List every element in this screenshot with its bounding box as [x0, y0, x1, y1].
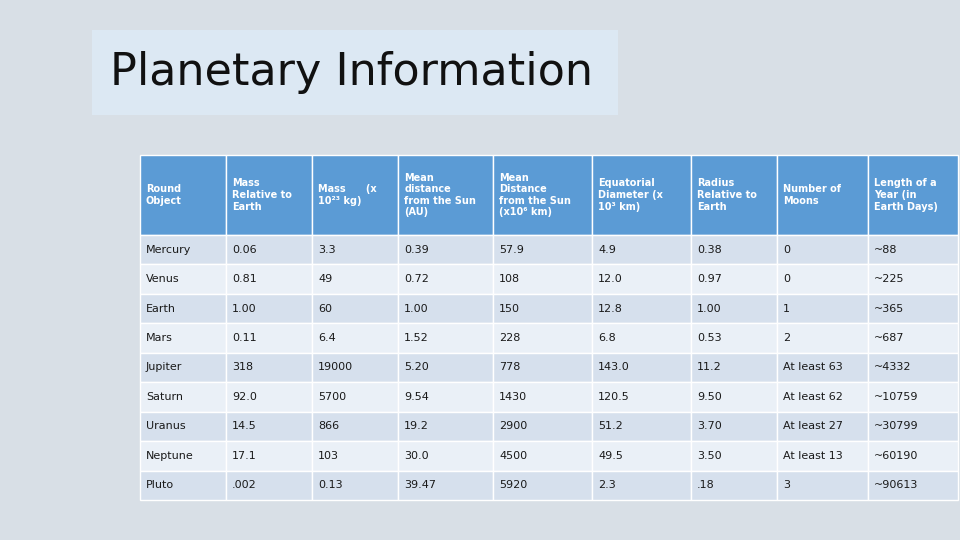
Text: 5.20: 5.20 [404, 362, 429, 373]
Text: 19000: 19000 [318, 362, 353, 373]
Text: 1.00: 1.00 [404, 303, 429, 314]
Text: Equatorial
Diameter (x
10³ km): Equatorial Diameter (x 10³ km) [598, 178, 663, 212]
Text: 19.2: 19.2 [404, 421, 429, 431]
Text: 14.5: 14.5 [232, 421, 257, 431]
Text: Venus: Venus [146, 274, 180, 284]
Text: ~10759: ~10759 [874, 392, 918, 402]
Text: 1.00: 1.00 [697, 303, 722, 314]
Text: 3.70: 3.70 [697, 421, 722, 431]
Text: 39.47: 39.47 [404, 480, 436, 490]
Text: 0.06: 0.06 [232, 245, 256, 255]
Text: ~60190: ~60190 [874, 451, 918, 461]
Text: 2900: 2900 [499, 421, 527, 431]
Text: 0.97: 0.97 [697, 274, 722, 284]
Text: 0.11: 0.11 [232, 333, 256, 343]
Text: 4.9: 4.9 [598, 245, 616, 255]
Text: Length of a
Year (in
Earth Days): Length of a Year (in Earth Days) [874, 178, 938, 212]
Text: 318: 318 [232, 362, 253, 373]
Text: 12.8: 12.8 [598, 303, 623, 314]
Text: Radius
Relative to
Earth: Radius Relative to Earth [697, 178, 756, 212]
Text: 60: 60 [318, 303, 332, 314]
Text: 17.1: 17.1 [232, 451, 257, 461]
Text: 11.2: 11.2 [697, 362, 722, 373]
Text: 5920: 5920 [499, 480, 527, 490]
Text: At least 27: At least 27 [783, 421, 843, 431]
Text: Mean
distance
from the Sun
(AU): Mean distance from the Sun (AU) [404, 173, 476, 218]
Text: ~4332: ~4332 [874, 362, 911, 373]
Text: Planetary Information: Planetary Information [110, 51, 593, 94]
Text: 49.5: 49.5 [598, 451, 623, 461]
Text: 0.39: 0.39 [404, 245, 429, 255]
Text: ~225: ~225 [874, 274, 904, 284]
Text: Jupiter: Jupiter [146, 362, 182, 373]
Text: .002: .002 [232, 480, 257, 490]
Text: Mercury: Mercury [146, 245, 191, 255]
Text: 5700: 5700 [318, 392, 347, 402]
Text: 150: 150 [499, 303, 520, 314]
Text: At least 62: At least 62 [783, 392, 843, 402]
Text: 0.38: 0.38 [697, 245, 722, 255]
Text: 1430: 1430 [499, 392, 527, 402]
Text: 1.00: 1.00 [232, 303, 256, 314]
Text: 2: 2 [783, 333, 790, 343]
Text: 0.72: 0.72 [404, 274, 429, 284]
Text: 0.81: 0.81 [232, 274, 257, 284]
Text: 108: 108 [499, 274, 520, 284]
Text: 3: 3 [783, 480, 790, 490]
Text: Mass
Relative to
Earth: Mass Relative to Earth [232, 178, 292, 212]
Text: At least 13: At least 13 [783, 451, 843, 461]
Text: 0.13: 0.13 [318, 480, 343, 490]
Text: Pluto: Pluto [146, 480, 174, 490]
Text: 778: 778 [499, 362, 520, 373]
Text: 0: 0 [783, 245, 790, 255]
Text: 1: 1 [783, 303, 790, 314]
Text: 51.2: 51.2 [598, 421, 623, 431]
Text: Saturn: Saturn [146, 392, 183, 402]
Text: 0: 0 [783, 274, 790, 284]
Text: 103: 103 [318, 451, 339, 461]
Text: 49: 49 [318, 274, 332, 284]
Text: 866: 866 [318, 421, 339, 431]
Text: 6.4: 6.4 [318, 333, 336, 343]
Text: 6.8: 6.8 [598, 333, 615, 343]
Text: 143.0: 143.0 [598, 362, 630, 373]
Text: 3.50: 3.50 [697, 451, 722, 461]
Text: Mass      (x
10²³ kg): Mass (x 10²³ kg) [318, 184, 377, 206]
Text: ~90613: ~90613 [874, 480, 918, 490]
Text: 57.9: 57.9 [499, 245, 524, 255]
Text: 4500: 4500 [499, 451, 527, 461]
Text: 120.5: 120.5 [598, 392, 630, 402]
Text: ~687: ~687 [874, 333, 904, 343]
Text: At least 63: At least 63 [783, 362, 843, 373]
Text: ~88: ~88 [874, 245, 897, 255]
Text: 12.0: 12.0 [598, 274, 623, 284]
Text: ~365: ~365 [874, 303, 903, 314]
Text: Uranus: Uranus [146, 421, 185, 431]
Text: 9.54: 9.54 [404, 392, 429, 402]
Text: .18: .18 [697, 480, 715, 490]
Text: 0.53: 0.53 [697, 333, 722, 343]
Text: Mars: Mars [146, 333, 173, 343]
Text: 92.0: 92.0 [232, 392, 257, 402]
Text: Neptune: Neptune [146, 451, 194, 461]
Text: Mean
Distance
from the Sun
(x10⁶ km): Mean Distance from the Sun (x10⁶ km) [499, 173, 571, 218]
Text: 9.50: 9.50 [697, 392, 722, 402]
Text: 2.3: 2.3 [598, 480, 615, 490]
Text: 30.0: 30.0 [404, 451, 429, 461]
Text: 228: 228 [499, 333, 520, 343]
Text: Number of
Moons: Number of Moons [783, 184, 841, 206]
Text: 3.3: 3.3 [318, 245, 336, 255]
Text: Round
Object: Round Object [146, 184, 181, 206]
Text: Earth: Earth [146, 303, 176, 314]
Text: ~30799: ~30799 [874, 421, 918, 431]
Text: 1.52: 1.52 [404, 333, 429, 343]
